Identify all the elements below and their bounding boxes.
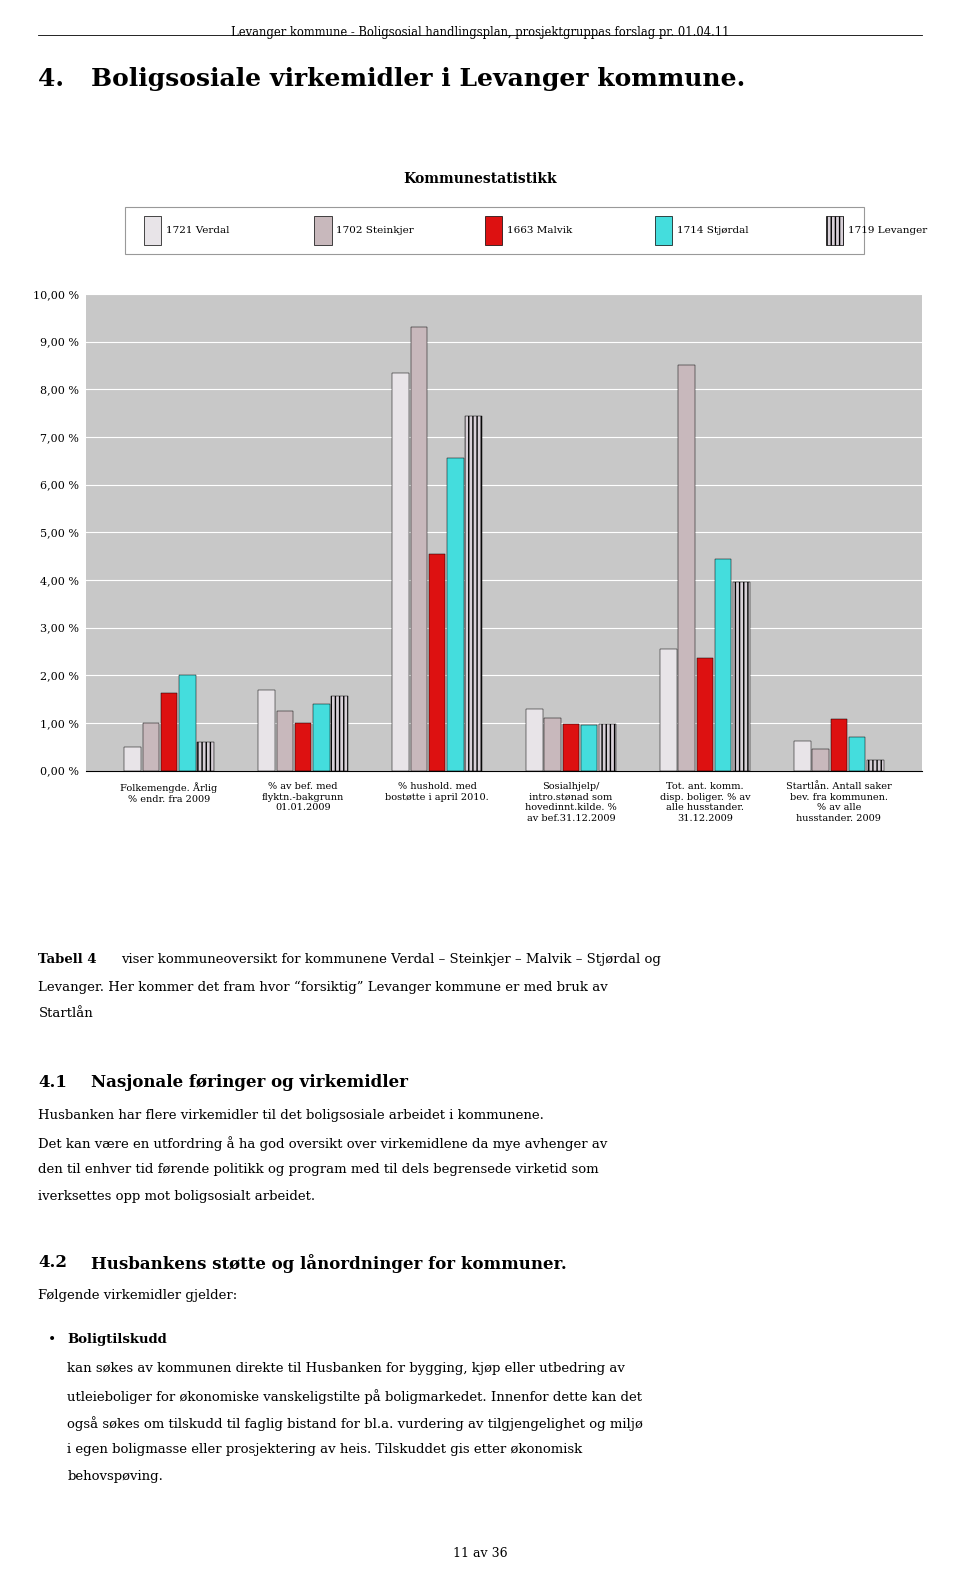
Text: kan søkes av kommunen direkte til Husbanken for bygging, kjøp eller utbedring av: kan søkes av kommunen direkte til Husban…	[67, 1362, 625, 1374]
Bar	[313, 704, 329, 771]
Bar	[830, 718, 847, 771]
Text: Boligtilskudd: Boligtilskudd	[67, 1333, 167, 1346]
Bar	[258, 690, 275, 771]
Bar	[447, 458, 464, 771]
Text: 1721 Verdal: 1721 Verdal	[166, 226, 229, 235]
Text: 1702 Steinkjer: 1702 Steinkjer	[337, 226, 414, 235]
Bar	[563, 725, 579, 771]
Bar	[143, 723, 159, 771]
Bar	[161, 693, 178, 771]
Bar	[733, 582, 750, 771]
Text: iverksettes opp mot boligsosialt arbeidet.: iverksettes opp mot boligsosialt arbeide…	[38, 1190, 316, 1203]
Text: 1719 Levanger: 1719 Levanger	[848, 226, 927, 235]
Bar	[544, 718, 561, 771]
Bar	[429, 553, 445, 771]
Text: Levanger. Her kommer det fram hvor “forsiktig” Levanger kommune er med bruk av: Levanger. Her kommer det fram hvor “fors…	[38, 980, 608, 993]
Text: Kommunestatistikk: Kommunestatistikk	[403, 172, 557, 186]
Bar	[526, 709, 542, 771]
Bar	[867, 760, 883, 771]
Text: Levanger kommune - Boligsosial handlingsplan, prosjektgruppas forslag pr. 01.04.: Levanger kommune - Boligsosial handlings…	[230, 25, 730, 40]
Bar	[411, 327, 427, 771]
Text: Startlån: Startlån	[38, 1007, 93, 1020]
Bar	[679, 365, 695, 771]
Bar	[331, 696, 348, 771]
Text: behovspøving.: behovspøving.	[67, 1470, 163, 1483]
Bar	[599, 725, 615, 771]
Bar	[198, 742, 214, 771]
Text: Tabell 4: Tabell 4	[38, 953, 97, 966]
Text: Følgende virkemidler gjelder:: Følgende virkemidler gjelder:	[38, 1289, 238, 1301]
Text: 1714 Stjørdal: 1714 Stjørdal	[678, 226, 749, 235]
Bar	[393, 372, 409, 771]
Bar	[466, 416, 482, 771]
Bar	[581, 725, 597, 771]
Text: Husbankens støtte og lånordninger for kommuner.: Husbankens støtte og lånordninger for ko…	[91, 1254, 567, 1273]
Text: •: •	[48, 1333, 57, 1347]
Bar	[125, 747, 141, 771]
Bar	[660, 648, 677, 771]
Text: 4.2: 4.2	[38, 1254, 67, 1271]
Bar	[794, 740, 810, 771]
Text: også søkes om tilskudd til faglig bistand for bl.a. vurdering av tilgjengelighet: også søkes om tilskudd til faglig bistan…	[67, 1416, 643, 1430]
Text: Det kan være en utfordring å ha god oversikt over virkemidlene da mye avhenger a: Det kan være en utfordring å ha god over…	[38, 1136, 608, 1150]
Text: 4.1: 4.1	[38, 1074, 67, 1092]
Text: Nasjonale føringer og virkemidler: Nasjonale føringer og virkemidler	[91, 1074, 408, 1092]
Text: i egen boligmasse eller prosjektering av heis. Tilskuddet gis etter økonomisk: i egen boligmasse eller prosjektering av…	[67, 1443, 583, 1456]
Text: den til enhver tid førende politikk og program med til dels begrensede virketid : den til enhver tid førende politikk og p…	[38, 1163, 599, 1176]
Bar	[276, 712, 293, 771]
Text: Boligsosiale virkemidler i Levanger kommune.: Boligsosiale virkemidler i Levanger komm…	[91, 67, 746, 91]
Text: 4.: 4.	[38, 67, 64, 91]
Bar	[715, 559, 732, 771]
Bar	[849, 737, 865, 771]
Text: utleieboliger for økonomiske vanskeligstilte på boligmarkedet. Innenfor dette ka: utleieboliger for økonomiske vanskeligst…	[67, 1389, 642, 1403]
Text: 11 av 36: 11 av 36	[453, 1548, 507, 1560]
Bar	[812, 748, 828, 771]
Bar	[180, 675, 196, 771]
Text: viser kommuneoversikt for kommunene Verdal – Steinkjer – Malvik – Stjørdal og: viser kommuneoversikt for kommunene Verd…	[121, 953, 660, 966]
Bar	[697, 658, 713, 771]
Bar	[295, 723, 311, 771]
Text: Husbanken har flere virkemidler til det boligsosiale arbeidet i kommunene.: Husbanken har flere virkemidler til det …	[38, 1109, 544, 1122]
Text: 1663 Malvik: 1663 Malvik	[507, 226, 572, 235]
